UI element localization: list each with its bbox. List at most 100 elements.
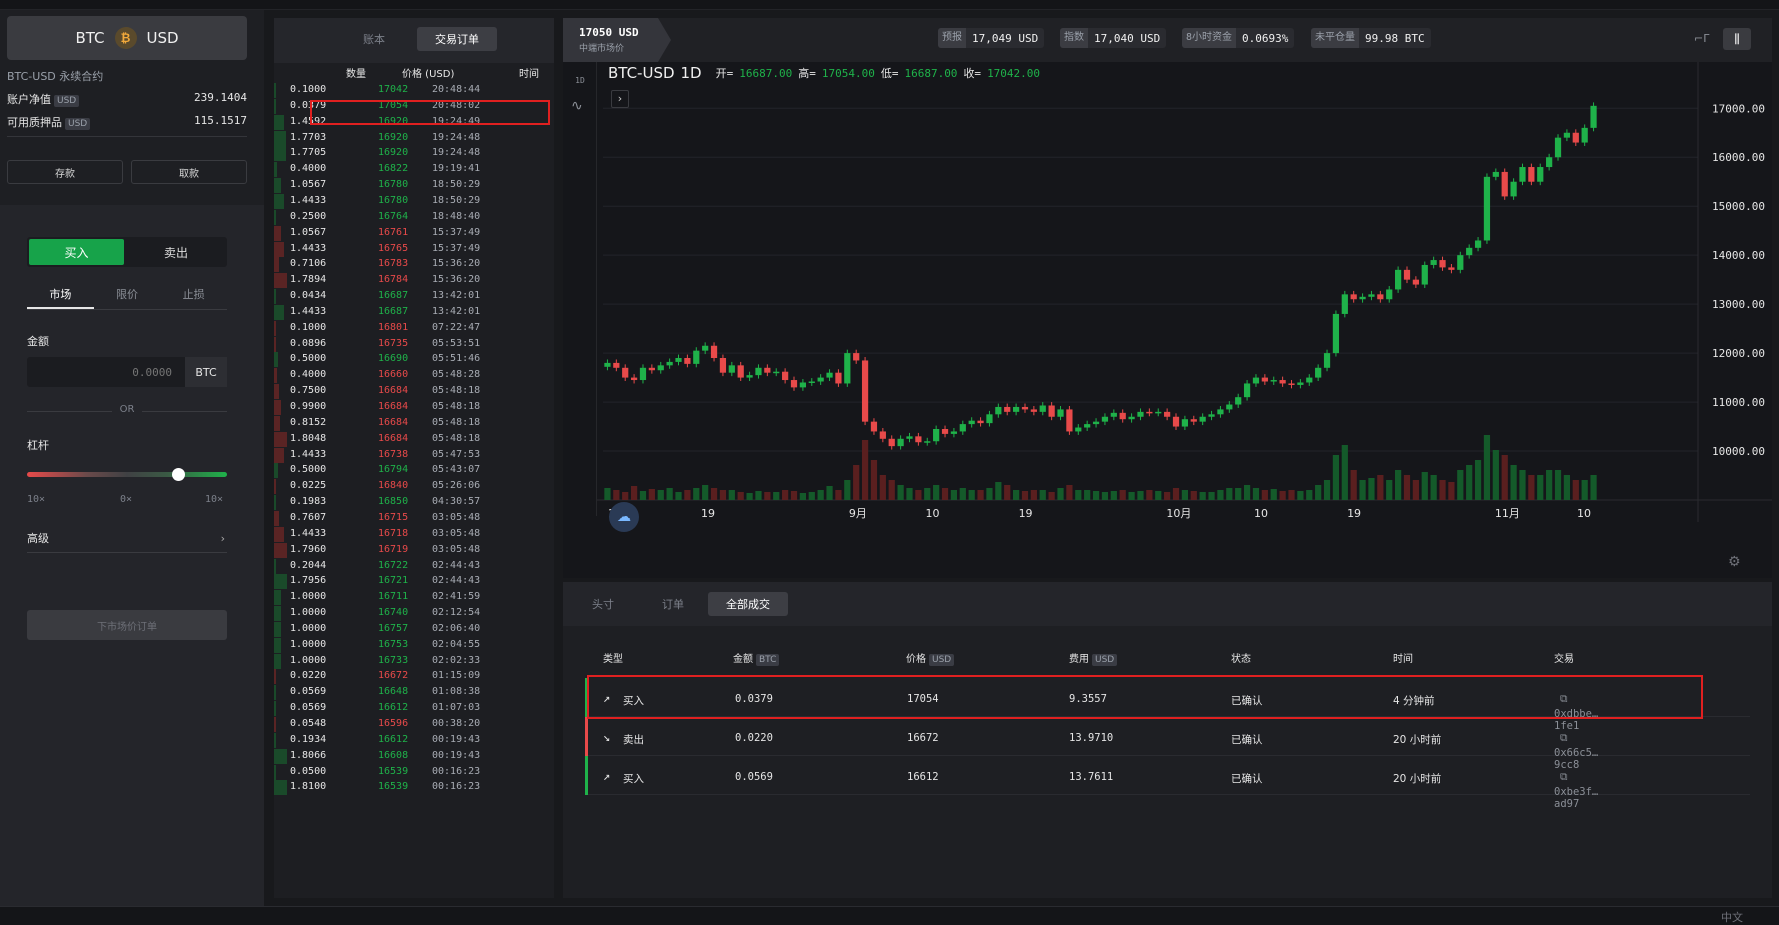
withdraw-button[interactable]: 取款 xyxy=(131,160,247,184)
fill-tx-link[interactable]: 0xbe3f…ad97 ⧉ xyxy=(1554,771,1598,810)
volume-bar xyxy=(835,490,842,500)
arrow-up-right-icon: ↗ xyxy=(603,691,611,705)
tab-fills[interactable]: 全部成交 xyxy=(708,592,788,616)
advanced-toggle[interactable]: 高级 › xyxy=(27,525,227,553)
trade-size-bar xyxy=(274,336,276,352)
fill-row[interactable]: ↗ 买入 0.0569 16612 13.7611 已确认 20 小时前 0xbe3f…ad9… xyxy=(585,756,1750,810)
volume-bar xyxy=(826,486,833,500)
advanced-label: 高级 xyxy=(27,532,49,545)
market-selector[interactable]: BTC ₿ USD xyxy=(7,16,247,60)
tradingview-logo-icon[interactable]: ☁ xyxy=(609,502,639,532)
trade-size: 0.1983 xyxy=(290,496,327,508)
interval-button[interactable]: 1D xyxy=(575,76,585,85)
volume-bar xyxy=(1572,480,1579,500)
volume-bar xyxy=(1483,435,1491,500)
side-switch: 买入 卖出 xyxy=(27,237,227,267)
trade-time: 04:30:57 xyxy=(432,496,481,508)
amount-label: 金额 xyxy=(27,335,49,348)
price-chart[interactable]: 17000.00 16000.00 15000.00 14000.00 13000.00… xyxy=(563,62,1772,522)
tab-trades[interactable]: 交易订单 xyxy=(417,27,497,51)
col-time: 时间 xyxy=(519,69,539,80)
bitcoin-icon: ₿ xyxy=(114,27,137,49)
candle-body xyxy=(1395,269,1402,290)
candle-body xyxy=(1039,405,1046,412)
trade-size: 0.0500 xyxy=(290,765,327,777)
trade-size-bar xyxy=(274,463,278,479)
candle-body xyxy=(1546,157,1553,168)
volume-bar xyxy=(1581,480,1588,500)
trade-time: 00:16:23 xyxy=(432,781,481,793)
tab-limit[interactable]: 限价 xyxy=(116,288,138,301)
candle-body xyxy=(1412,279,1419,285)
trade-size: 1.8048 xyxy=(290,432,327,444)
trade-row: 0.7607 16715 03:05:48 xyxy=(274,510,554,528)
base-symbol: BTC xyxy=(75,29,105,47)
volume-bar xyxy=(888,480,895,500)
tab-stop[interactable]: 止损 xyxy=(182,288,205,301)
trade-row: 1.8048 16684 05:48:18 xyxy=(274,431,554,449)
tab-orderbook[interactable]: 账本 xyxy=(363,33,385,46)
y-tick-label: 11000.00 xyxy=(1712,396,1765,409)
trade-size: 1.8100 xyxy=(290,781,327,793)
chevron-right-icon: › xyxy=(220,532,225,545)
volume-bar xyxy=(1421,472,1428,500)
amount-input[interactable] xyxy=(27,357,182,387)
volume-bar xyxy=(675,492,682,500)
candle-body xyxy=(1252,377,1260,384)
tab-orders[interactable]: 订单 xyxy=(662,598,684,611)
candle-body xyxy=(1306,377,1313,383)
trade-size: 0.0434 xyxy=(290,290,327,302)
candle-body xyxy=(710,345,718,358)
forecast-chip: 预报 17,049 USD xyxy=(938,28,1045,48)
fill-price: 17054 xyxy=(907,693,939,705)
candle-body xyxy=(897,438,904,447)
fill-row[interactable]: ↘ 卖出 0.0220 16672 13.9710 已确认 20 小时前 0x66c5…9cc… xyxy=(585,717,1750,771)
mark-price-box xyxy=(563,18,671,62)
candle-body xyxy=(870,421,878,432)
candle-body xyxy=(1554,137,1562,158)
trade-size-bar xyxy=(274,241,284,257)
chart-toolbar: 1D ∿ xyxy=(563,62,597,516)
candlestick-toggle-icon[interactable]: ⫼ xyxy=(1723,28,1751,50)
trade-size-bar xyxy=(274,542,287,558)
trade-row: 1.7956 16721 02:44:43 xyxy=(274,573,554,591)
candle-body xyxy=(1457,255,1464,270)
language-selector[interactable]: 中文 xyxy=(1721,911,1743,924)
volume-bar xyxy=(1350,470,1357,500)
candle-body xyxy=(1270,380,1277,382)
trade-size-bar xyxy=(274,83,276,98)
fill-tx-link[interactable]: 0x66c5…9cc8 ⧉ xyxy=(1554,732,1598,771)
leverage-slider-handle[interactable] xyxy=(172,468,185,481)
trade-time: 20:48:44 xyxy=(432,84,481,95)
candle-body xyxy=(1172,416,1180,427)
volume-bar xyxy=(1226,488,1233,500)
buy-button[interactable]: 买入 xyxy=(29,239,124,265)
amount-unit-toggle[interactable]: BTC xyxy=(185,357,227,387)
submit-order-button[interactable]: 下市场价订单 xyxy=(27,610,227,640)
deposit-button[interactable]: 存款 xyxy=(7,160,123,184)
volume-bar xyxy=(648,489,655,500)
volume-bar xyxy=(1323,480,1331,500)
tab-positions[interactable]: 头寸 xyxy=(592,598,614,611)
trade-size: 1.0567 xyxy=(290,179,327,191)
candle-body xyxy=(1474,240,1482,248)
trade-size-bar xyxy=(274,780,287,796)
x-tick-label: 10 xyxy=(1254,507,1268,520)
sell-button[interactable]: 卖出 xyxy=(163,245,188,260)
indicator-icon[interactable]: ∿ xyxy=(571,98,583,114)
trade-size: 1.4433 xyxy=(290,194,327,206)
trade-size: 0.0896 xyxy=(290,337,327,349)
trade-size: 0.7607 xyxy=(290,511,327,523)
forecast-label: 预报 xyxy=(938,28,966,48)
fill-row[interactable]: ↗ 买入 0.0379 17054 9.3557 已确认 4 分钟前 0xdbbe…1fe1 ⧉ xyxy=(585,678,1750,732)
chart-settings-gear-icon[interactable]: ⚙ xyxy=(1728,554,1741,570)
trade-size: 1.0000 xyxy=(290,638,327,650)
trade-size-bar xyxy=(274,558,276,574)
depth-chart-toggle-icon[interactable]: ⌐Г xyxy=(1694,32,1710,45)
trade-price: 16801 xyxy=(378,321,409,333)
tab-market[interactable]: 市场 xyxy=(27,280,94,309)
volume-bar xyxy=(1412,480,1419,500)
trade-price: 16684 xyxy=(378,416,409,428)
expand-legend-button[interactable]: › xyxy=(611,90,629,108)
leverage-slider[interactable] xyxy=(27,472,227,477)
